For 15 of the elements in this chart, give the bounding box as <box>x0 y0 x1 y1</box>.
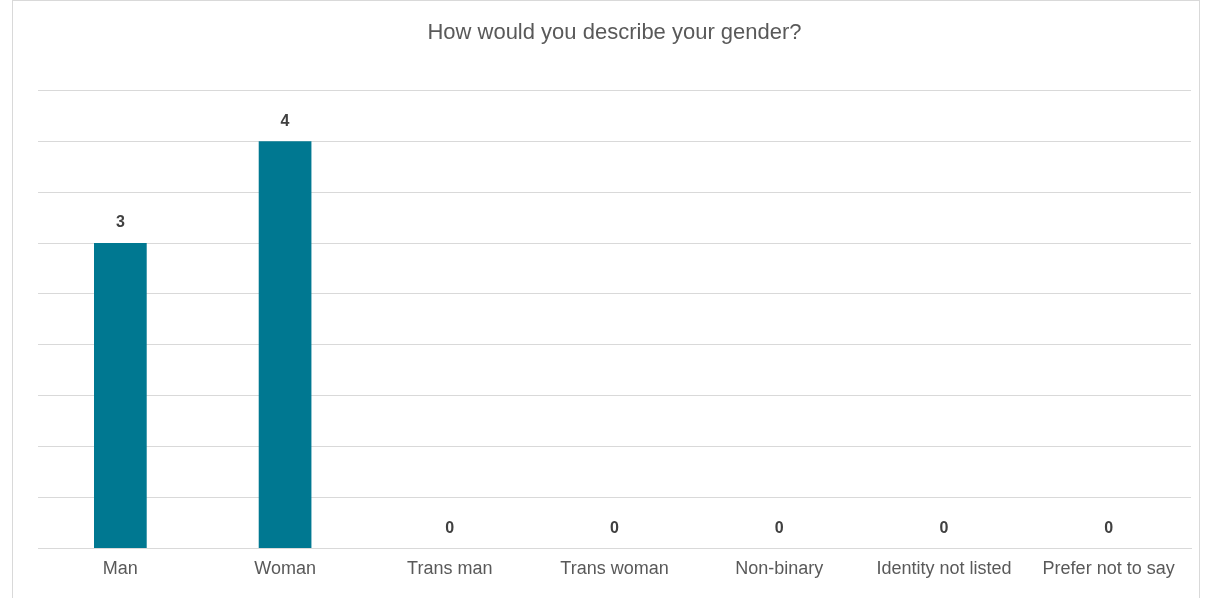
data-label: 0 <box>610 518 620 536</box>
data-label: 4 <box>280 111 290 129</box>
x-tick-label: Prefer not to say <box>1042 558 1175 579</box>
data-label: 0 <box>774 518 784 536</box>
x-tick-label: Non-binary <box>735 558 824 579</box>
data-label: 0 <box>1104 518 1114 536</box>
data-label: 3 <box>115 213 125 231</box>
x-tick-label: Identity not listed <box>876 558 1012 579</box>
data-label: 0 <box>445 518 455 536</box>
data-label: 0 <box>939 518 949 536</box>
chart-title: How would you describe your gender? <box>427 19 802 45</box>
x-tick-label: Trans man <box>407 558 493 579</box>
x-tick-label: Trans woman <box>560 558 669 579</box>
x-tick-label: Man <box>102 558 138 579</box>
x-tick-label: Woman <box>254 558 316 579</box>
